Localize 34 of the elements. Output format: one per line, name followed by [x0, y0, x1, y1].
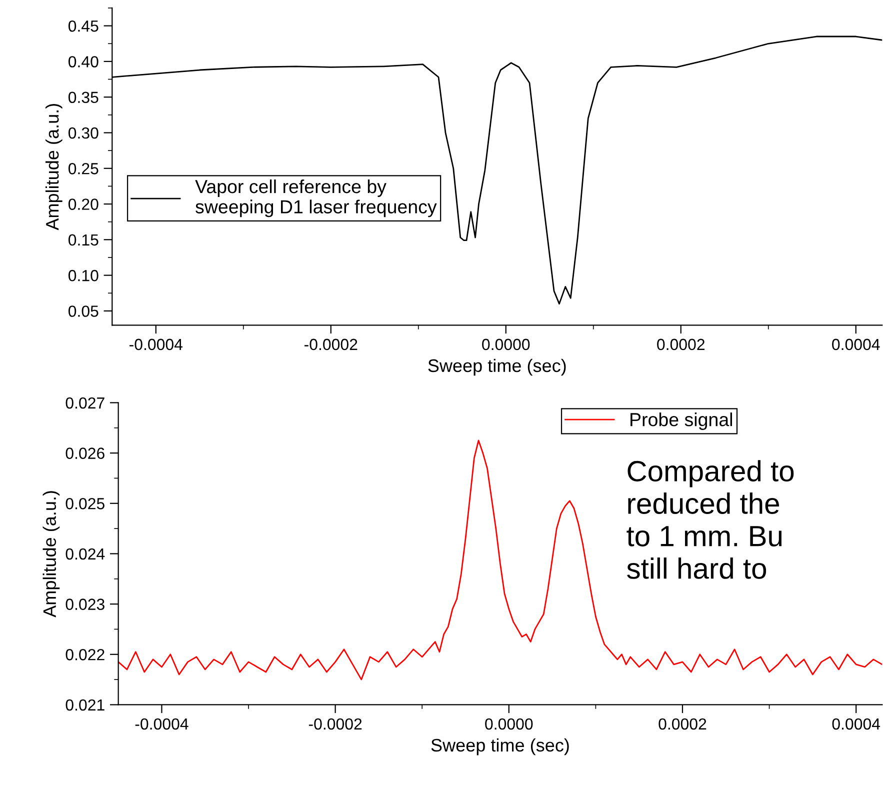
legend-label: Vapor cell reference by sweeping D1 laser frequency [195, 179, 437, 218]
y-tick-label: 0.10 [68, 270, 98, 282]
y-axis-title: Amplitude (a.u.) [45, 104, 62, 230]
y-tick-label: 0.026 [66, 448, 104, 459]
y-tick-label: 0.25 [68, 163, 98, 174]
x-tick-label: 0.0002 [657, 338, 704, 350]
y-tick-label: 0.025 [66, 498, 104, 510]
y-tick-label: 0.027 [66, 397, 104, 409]
x-tick-label: 0.0000 [485, 718, 533, 730]
x-tick-label: 0.0004 [832, 718, 880, 730]
legend-label: Probe signal [630, 412, 732, 430]
y-tick-label: 0.35 [68, 92, 98, 104]
y-axis-title: Amplitude (a.u.) [42, 491, 60, 618]
annotation: Compared to reduced the to 1 mm. Bu still hard to [626, 460, 794, 579]
line-series [118, 440, 882, 680]
x-tick-label: -0.0002 [304, 338, 358, 350]
y-tick-label: 0.024 [66, 548, 105, 560]
x-tick-label: 0.0004 [832, 338, 880, 350]
y-tick-label: 0.45 [68, 20, 98, 32]
y-tick-label: 0.40 [68, 56, 98, 68]
y-tick-label: 0.05 [68, 306, 98, 317]
x-tick-label: 0.0000 [482, 338, 530, 350]
y-tick-label: 0.023 [66, 598, 104, 610]
y-tick-label: 0.021 [66, 699, 104, 711]
x-axis-title: Sweep time (sec) [428, 358, 566, 376]
x-tick-label: -0.0004 [135, 718, 188, 730]
x-tick-label: 0.0002 [658, 718, 706, 730]
y-tick-label: 0.15 [68, 234, 98, 246]
y-tick-label: 0.022 [66, 649, 104, 660]
x-axis-title: Sweep time (sec) [431, 738, 569, 756]
y-tick-label: 0.20 [68, 198, 98, 210]
x-tick-label: -0.0002 [308, 718, 362, 730]
x-tick-label: -0.0004 [130, 338, 183, 350]
y-tick-label: 0.30 [68, 127, 98, 139]
